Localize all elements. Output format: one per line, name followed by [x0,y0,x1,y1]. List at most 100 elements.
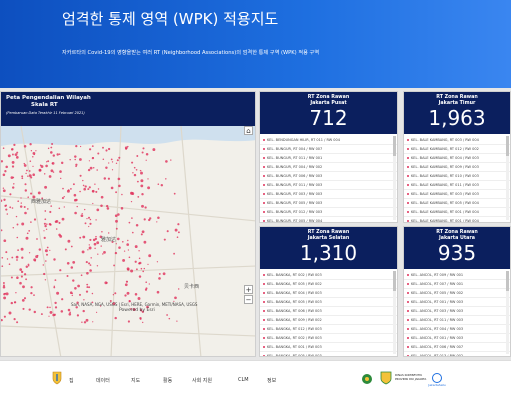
list-item[interactable]: KEL. ANCOL, RT 003 / RW 003 [404,307,510,316]
jakarta-emblem-icon[interactable] [52,371,62,385]
map-title-bar: Peta Pengendalian Wilayah Skala RT (Pemb… [1,92,255,126]
list-item[interactable]: KEL. ANCOL, RT 001 / RW 003 [404,298,510,307]
hotspot-dot [115,243,117,245]
hotspot-dot [20,202,22,204]
list-item[interactable]: KEL. ANCOL, RT 013 / RW 002 [404,352,510,356]
hotspot-dot [61,197,64,200]
jakartasatu-logo[interactable]: JakartaSatu [424,373,450,388]
hotspot-dot [30,291,33,295]
zoom-out-button[interactable]: − [244,295,253,304]
hotspot-dot [140,267,143,270]
nav-data[interactable]: 데이터 [96,378,110,384]
list-item[interactable]: KEL. BUNGUR, RT 005 / RW 003 [260,199,397,208]
hotspot-dot [33,310,37,314]
hotspot-dot [29,160,32,162]
list-item[interactable]: KEL. BANGKA, RT 002 / RW 003 [260,334,397,343]
hotspot-dot [7,154,11,158]
dki-emblem-icon[interactable] [380,371,392,385]
list-item[interactable]: KEL. ANCOL, RT 009 / RW 001 [404,271,510,280]
list-item[interactable]: KEL. BUNGUR, RT 012 / RW 003 [260,208,397,217]
list-item[interactable]: KEL. BENDUNGAN HILIR, RT 011 / RW 004 [260,136,397,145]
list-item[interactable]: KEL. BANGKA, RT 001 / RW 003 [260,343,397,352]
list-item[interactable]: KEL. ANCOL, RT 011 / RW 003 [404,316,510,325]
map-view[interactable]: 西雅加达 雅加达 贝卡西 ⌂ + − [1,125,256,357]
list-item[interactable]: KEL. BANGKA, RT 004 / RW 003 [260,289,397,298]
list-item[interactable]: KEL. BALE KAMBANG, RT 012 / RW 002 [404,145,510,154]
scrollbar[interactable] [506,271,509,354]
hotspot-dot [70,266,74,269]
hotspot-dot [79,145,82,148]
hotspot-dot [142,270,145,273]
hotspot-dot [81,212,83,215]
nav-home[interactable]: 집 [69,378,74,384]
nav-info[interactable]: 정보 [267,378,277,384]
zoom-in-button[interactable]: + [244,285,253,294]
hotspot-dot [15,292,17,294]
list-item[interactable]: KEL. ANCOL, RT 001 / RW 003 [404,334,510,343]
hotspot-dot [86,286,89,289]
hotspot-dot [89,238,92,241]
list-item[interactable]: KEL. BALE KAMBANG, RT 001 / RW 004 [404,217,510,222]
list-item[interactable]: KEL. BUNGUR, RT 004 / RW 002 [260,163,397,172]
hotspot-dot [97,152,100,155]
scrollbar[interactable] [393,136,396,220]
list-item[interactable]: KEL. ANCOL, RT 004 / RW 003 [404,325,510,334]
list-item[interactable]: KEL. BALE KAMBANG, RT 001 / RW 004 [404,208,510,217]
hotspot-dot [51,142,54,146]
hotspot-dot [60,177,62,180]
list-item[interactable]: KEL. BALE KAMBANG, RT 009 / RW 003 [404,163,510,172]
list-item[interactable]: KEL. BUNGUR, RT 003 / RW 003 [260,190,397,199]
list-item[interactable]: KEL. BALE KAMBANG, RT 004 / RW 003 [404,154,510,163]
hotspot-dot [102,146,104,149]
list-item[interactable]: KEL. BANGKA, RT 009 / RW 002 [260,316,397,325]
hotspot-dot [87,188,90,191]
hotspot-dot [70,188,72,190]
list-item[interactable]: KEL. BANGKA, RT 002 / RW 003 [260,271,397,280]
list-item[interactable]: KEL. BALE KAMBANG, RT 010 / RW 003 [404,172,510,181]
nav-activity[interactable]: 활동 [163,378,173,384]
nav-map[interactable]: 지도 [131,378,141,384]
list-item[interactable]: KEL. BUNGUR, RT 011 / RW 001 [260,154,397,163]
partner-logo-icon[interactable] [360,373,374,385]
list-item[interactable]: KEL. BALE KAMBANG, RT 005 / RW 004 [404,199,510,208]
hotspot-dot [39,169,42,172]
map-home-button[interactable]: ⌂ [244,126,253,135]
map-canvas[interactable] [1,125,256,357]
list-item[interactable]: KEL. BANGKA, RT 005 / RW 003 [260,352,397,356]
hotspot-dot [92,157,94,159]
hotspot-dot [5,251,8,254]
list-item[interactable]: KEL. BANGKA, RT 005 / RW 002 [260,280,397,289]
list-item[interactable]: KEL. BALE KAMBANG, RT 011 / RW 003 [404,181,510,190]
list-item[interactable]: KEL. BALE KAMBANG, RT 003 / RW 003 [404,190,510,199]
hotspot-dot [44,185,48,189]
list-item[interactable]: KEL. BUNGUR, RT 006 / RW 003 [260,172,397,181]
list-item[interactable]: KEL. BUNGUR, RT 004 / RW 007 [260,145,397,154]
panel-header: RT Zona Rawan Jakarta Timur 1,963 [404,92,510,134]
hotspot-dot [176,320,178,322]
hotspot-dot [43,222,46,225]
scrollbar[interactable] [506,136,509,220]
list-item[interactable]: KEL. BANGKA, RT 006 / RW 003 [260,307,397,316]
list-item[interactable]: KEL. ANCOL, RT 006 / RW 007 [404,343,510,352]
list-item[interactable]: KEL. BUNGUR, RT 011 / RW 003 [260,181,397,190]
hotspot-dot [75,144,78,148]
list-item[interactable]: KEL. BANGKA, RT 005 / RW 003 [260,298,397,307]
hotspot-dot [11,160,15,164]
list-item[interactable]: KEL. BUNGUR, RT 005 / RW 004 [260,217,397,222]
hotspot-dot [35,150,37,152]
hotspot-dot [16,276,19,279]
list-item[interactable]: KEL. BALE KAMBANG, RT 003 / RW 004 [404,136,510,145]
list-item[interactable]: KEL. BANGKA, RT 012 / RW 003 [260,325,397,334]
hotspot-dot [110,186,114,190]
scrollbar[interactable] [393,271,396,354]
hotspot-dot [88,186,91,189]
nav-social-support[interactable]: 사회 지원 [192,378,212,384]
list-item[interactable]: KEL. ANCOL, RT 007 / RW 001 [404,280,510,289]
hotspot-dot [15,156,19,159]
hotspot-dot [74,287,77,290]
list-item[interactable]: KEL. ANCOL, RT 005 / RW 002 [404,289,510,298]
nav-clm[interactable]: CLM [238,377,249,383]
hotspot-dot [48,315,50,317]
kominfotik-logo[interactable]: DINAS KOMINFOTIK PROVINSI DKI JAKARTA [395,373,431,381]
hotspot-dot [112,302,116,306]
